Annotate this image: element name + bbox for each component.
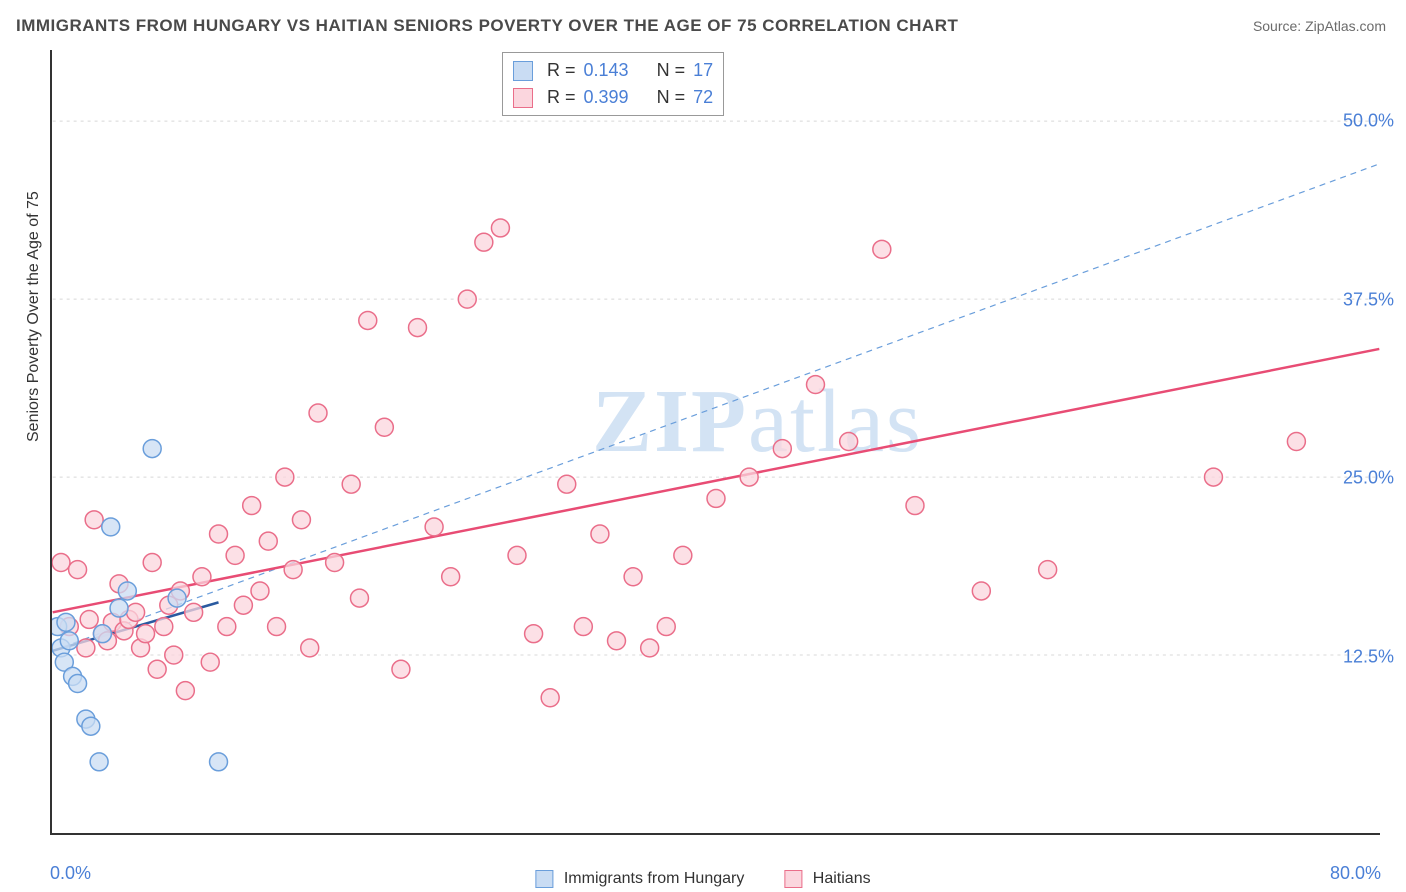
y-tick-label: 37.5% <box>1343 289 1394 310</box>
swatch-haitians-icon <box>784 870 802 888</box>
y-tick-label: 50.0% <box>1343 111 1394 132</box>
x-tick-label-min: 0.0% <box>50 863 91 884</box>
source-attribution: Source: ZipAtlas.com <box>1253 18 1386 34</box>
y-tick-label: 12.5% <box>1343 646 1394 667</box>
y-axis-label: Seniors Poverty Over the Age of 75 <box>25 191 43 442</box>
chart-title: IMMIGRANTS FROM HUNGARY VS HAITIAN SENIO… <box>16 16 958 36</box>
plot-area: ZIPatlas Seniors Poverty Over the Age of… <box>50 50 1380 835</box>
chart-container: IMMIGRANTS FROM HUNGARY VS HAITIAN SENIO… <box>0 0 1406 892</box>
legend-item-hungary: Immigrants from Hungary <box>535 870 744 888</box>
legend-bottom: Immigrants from Hungary Haitians <box>535 870 870 888</box>
plot-svg <box>52 50 1380 833</box>
legend-label: Immigrants from Hungary <box>564 870 745 887</box>
y-tick-label: 25.0% <box>1343 468 1394 489</box>
swatch-hungary-icon <box>535 870 553 888</box>
legend-label: Haitians <box>813 870 871 887</box>
legend-item-haitians: Haitians <box>784 870 870 888</box>
x-tick-label-max: 80.0% <box>1330 863 1381 884</box>
